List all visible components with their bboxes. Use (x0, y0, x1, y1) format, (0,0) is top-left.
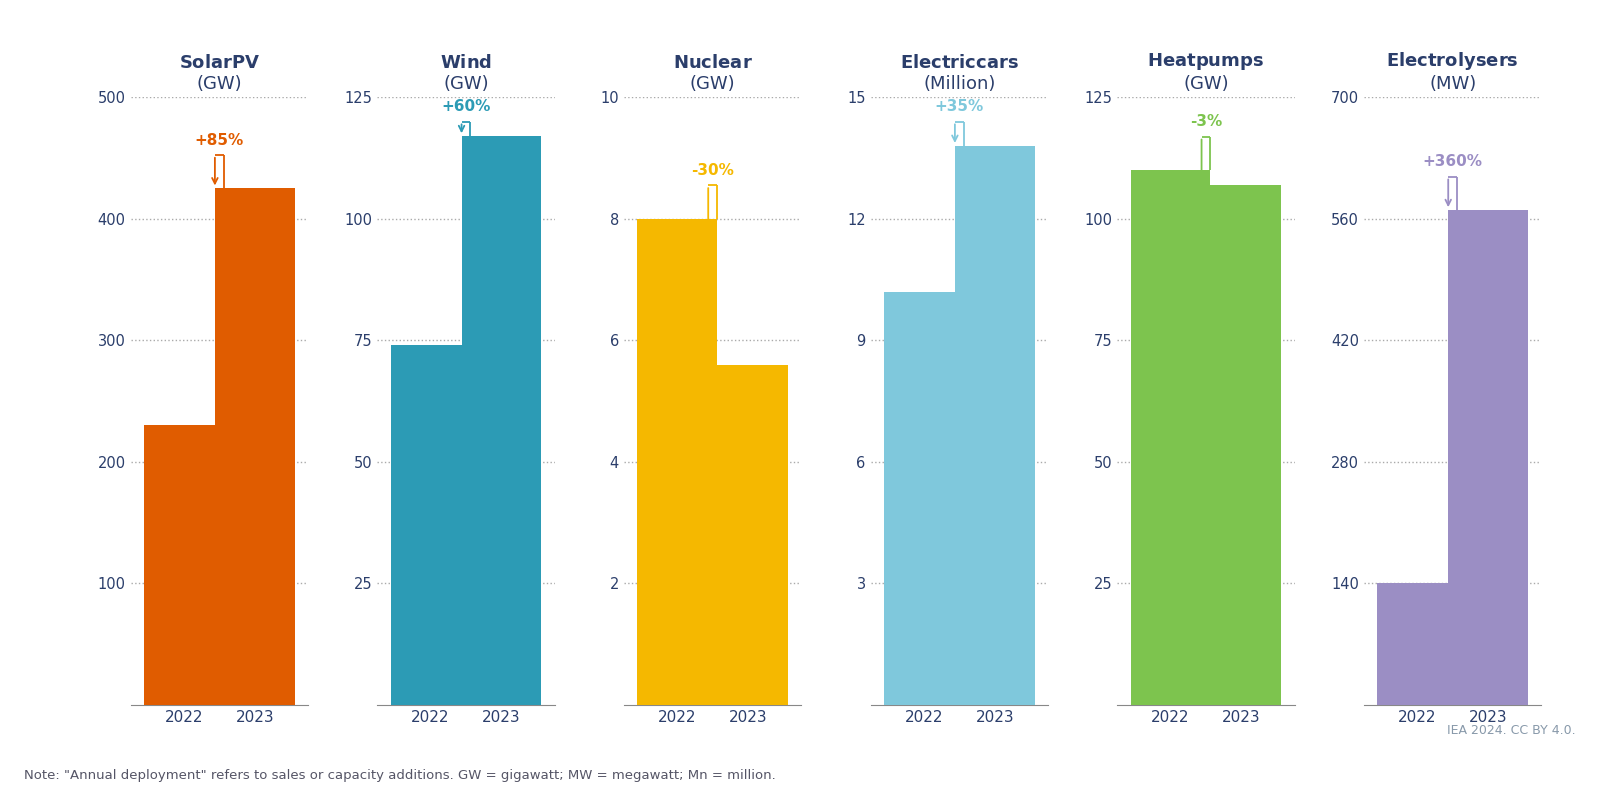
Title: $\mathbf{Wind}$
(GW): $\mathbf{Wind}$ (GW) (440, 54, 493, 93)
Text: IEA 2024. CC BY 4.0.: IEA 2024. CC BY 4.0. (1448, 724, 1576, 737)
Text: +360%: +360% (1422, 155, 1483, 169)
Text: -30%: -30% (691, 163, 734, 178)
Bar (1131, 170, 1211, 705)
Title: $\mathbf{Solar PV}$
(GW): $\mathbf{Solar PV}$ (GW) (179, 54, 261, 93)
Title: $\mathbf{Nuclear}$
(GW): $\mathbf{Nuclear}$ (GW) (672, 54, 752, 93)
Title: $\mathbf{Electrolysers}$
(MW): $\mathbf{Electrolysers}$ (MW) (1386, 50, 1518, 93)
Bar (883, 292, 963, 705)
Bar (1448, 210, 1528, 705)
Bar (461, 136, 541, 705)
Text: Note: "Annual deployment" refers to sales or capacity additions. GW = gigawatt; : Note: "Annual deployment" refers to sale… (24, 769, 776, 782)
Text: -3%: -3% (1190, 114, 1222, 130)
Bar (709, 364, 789, 705)
Bar (955, 146, 1035, 705)
Text: +60%: +60% (442, 99, 491, 114)
Bar (1378, 583, 1458, 705)
Bar (144, 425, 224, 705)
Bar (214, 189, 294, 705)
Bar (1202, 185, 1282, 705)
Text: +85%: +85% (195, 133, 243, 147)
Bar (637, 219, 717, 705)
Text: +35%: +35% (934, 99, 984, 114)
Title: $\mathbf{Heat pumps}$
(GW): $\mathbf{Heat pumps}$ (GW) (1147, 51, 1264, 93)
Bar (390, 345, 470, 705)
Title: $\mathbf{Electric cars}$
(Million): $\mathbf{Electric cars}$ (Million) (899, 54, 1019, 93)
